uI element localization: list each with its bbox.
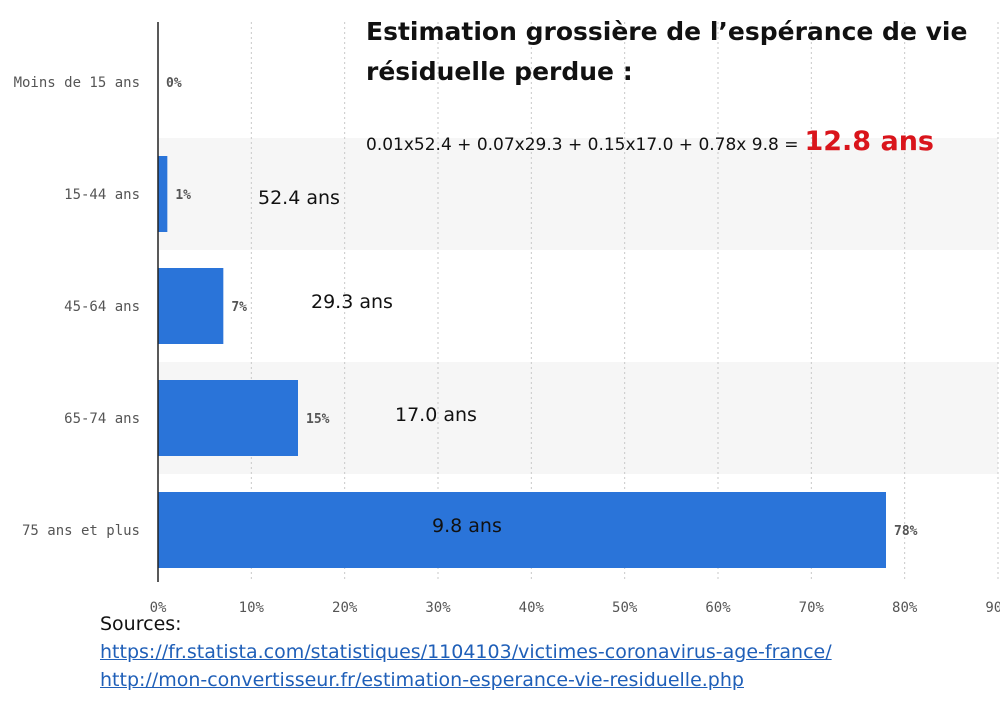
value-label: 78% [894,524,918,539]
life-expectancy-label: 17.0 ans [395,404,477,426]
sources: Sources: https://fr.statista.com/statist… [100,610,832,694]
source-link-statista[interactable]: https://fr.statista.com/statistiques/110… [100,641,832,663]
source-link-convertisseur[interactable]: http://mon-convertisseur.fr/estimation-e… [100,669,744,691]
x-tick-label: 80% [892,600,918,616]
category-label: 75 ans et plus [22,523,140,539]
value-label: 7% [231,300,247,315]
x-tick-label: 50% [612,600,638,616]
life-expectancy-label: 9.8 ans [432,515,502,537]
x-tick-label: 90% [985,600,1000,616]
bar [158,492,886,568]
formula: 0.01x52.4 + 0.07x29.3 + 0.15x17.0 + 0.78… [366,126,934,157]
x-tick-label: 40% [519,600,545,616]
value-labels: 0% 1% 7% 15% 78% [166,76,918,539]
bar [158,156,168,232]
category-labels: Moins de 15 ans 15-44 ans 45-64 ans 65-74 a… [14,75,140,539]
gridlines [250,22,999,582]
x-tick-label: 20% [332,600,358,616]
life-expectancy-label: 29.3 ans [311,291,393,313]
row-band [158,138,998,250]
x-tick-label: 30% [425,600,451,616]
bar [158,380,298,456]
category-label: 15-44 ans [64,187,140,203]
value-label: 1% [175,188,191,203]
category-label: 65-74 ans [64,411,140,427]
formula-result: 12.8 ans [804,126,934,157]
x-tick-labels: 0% 10% 20% 30% 40% 50% 60% 70% 80% 90% [150,600,1000,616]
x-tick-label: 10% [239,600,265,616]
formula-text: 0.01x52.4 + 0.07x29.3 + 0.15x17.0 + 0.78… [366,135,799,155]
x-tick-label: 70% [799,600,825,616]
category-label: Moins de 15 ans [14,75,140,91]
life-expectancy-label: 52.4 ans [258,187,340,209]
x-tick-label: 60% [705,600,731,616]
sources-label: Sources: [100,613,182,635]
chart-title: Estimation grossière de l’espérance de v… [366,17,968,86]
x-tick-label: 0% [150,600,167,616]
bars [158,156,886,568]
category-label: 45-64 ans [64,299,140,315]
value-label: 15% [306,412,330,427]
value-label: 0% [166,76,182,91]
bar [158,268,224,344]
